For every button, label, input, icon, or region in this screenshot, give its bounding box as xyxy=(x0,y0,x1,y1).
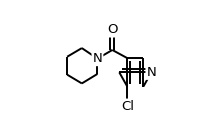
Text: N: N xyxy=(93,52,102,65)
Text: O: O xyxy=(107,23,117,36)
Text: Cl: Cl xyxy=(121,100,134,113)
Text: N: N xyxy=(147,66,156,79)
